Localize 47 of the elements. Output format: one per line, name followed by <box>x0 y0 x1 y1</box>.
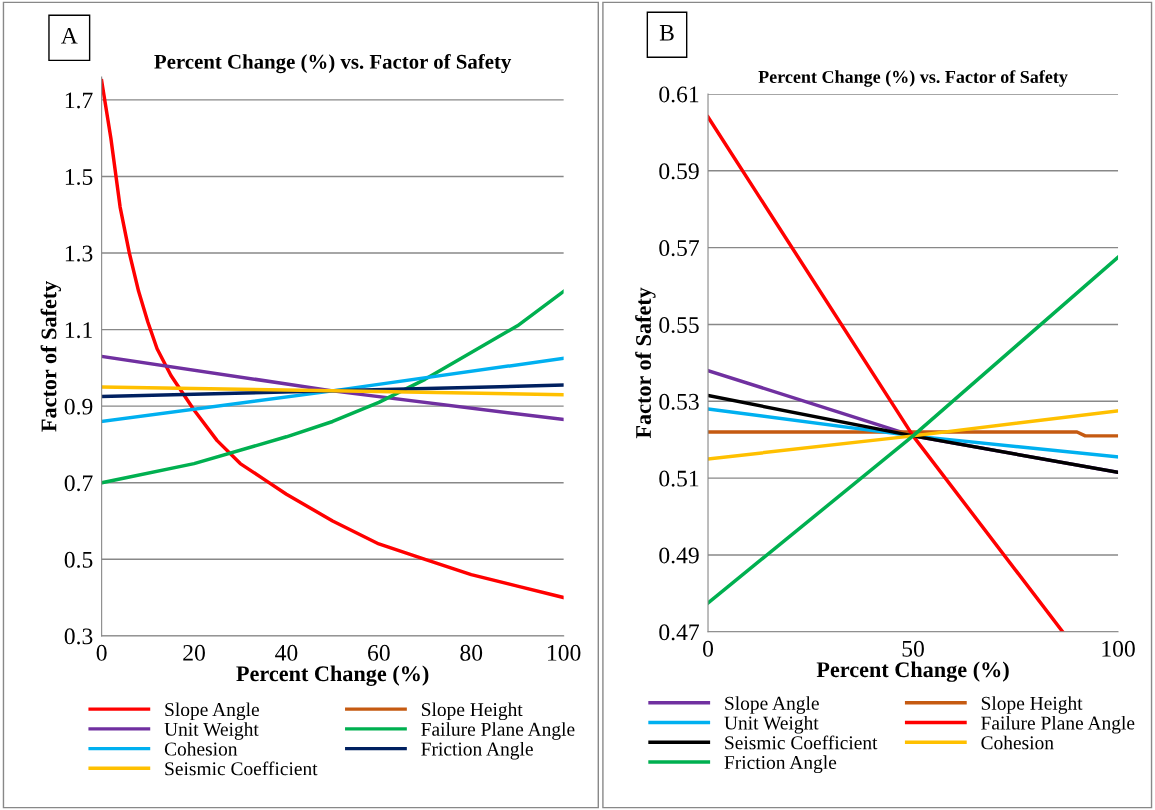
x-tick-label: 100 <box>1102 640 1135 657</box>
y-tick-label: 0.53 <box>659 393 699 410</box>
legend-label: Cohesion <box>981 735 1054 750</box>
y-tick-label: 1.5 <box>65 169 93 186</box>
y-tick-label: 0.5 <box>64 551 93 568</box>
legend-label: Seismic Coefficient <box>165 761 318 776</box>
y-tick-label: 1.1 <box>65 322 92 339</box>
y-tick-label: 0.57 <box>659 240 699 257</box>
x-tick-label: 0 <box>96 644 107 661</box>
x-tick-label: 20 <box>183 644 205 661</box>
y-tick-label: 0.51 <box>659 470 699 487</box>
legend-label: Failure Plane Angle <box>421 722 575 740</box>
x-axis-title: Percent Change (%) <box>236 665 429 686</box>
y-tick-label: 0.7 <box>64 475 93 492</box>
x-tick-label: 40 <box>275 644 298 661</box>
legend-label: Unit Weight <box>724 715 819 734</box>
x-tick-label: 60 <box>368 644 390 661</box>
y-tick-label: 0.47 <box>659 624 699 641</box>
y-tick-label: 0.59 <box>659 163 699 180</box>
y-tick-label: 0.3 <box>64 628 93 645</box>
legend-label: Friction Angle <box>724 755 837 774</box>
text: B <box>659 25 674 41</box>
x-tick-label: 80 <box>460 644 483 661</box>
legend-label: Failure Plane Angle <box>981 715 1135 734</box>
legend-label: Slope Height <box>421 702 523 721</box>
legend-label: Unit Weight <box>164 722 259 740</box>
text: A <box>61 27 78 44</box>
legend-label: Slope Angle <box>165 702 259 721</box>
y-tick-label: 1.3 <box>65 245 93 262</box>
x-tick-label: 100 <box>548 644 581 661</box>
x-axis-title: Percent Change (%) <box>816 661 1009 682</box>
y-tick-label: 0.9 <box>64 398 93 415</box>
y-tick-label: 0.49 <box>659 547 699 564</box>
chart-title: Percent Change (%) vs. Factor of Safety <box>154 53 512 74</box>
x-tick-label: 0 <box>703 640 714 657</box>
y-tick-label: 0.55 <box>659 316 699 333</box>
y-tick-label: 1.7 <box>65 92 93 109</box>
x-tick-label: 50 <box>902 640 924 657</box>
y-axis-title: Factor of Safety <box>635 287 656 439</box>
y-axis-title: Factor of Safety <box>40 280 62 432</box>
legend-label: Friction Angle <box>421 741 533 760</box>
legend-label: Slope Angle <box>725 696 819 714</box>
legend-label: Seismic Coefficient <box>725 735 878 750</box>
legend-label: Cohesion <box>164 741 238 756</box>
y-tick-label: 0.61 <box>659 86 699 103</box>
legend-label: Slope Height <box>981 696 1083 714</box>
chart-title: Percent Change (%) vs. Factor of Safety <box>758 70 1068 87</box>
